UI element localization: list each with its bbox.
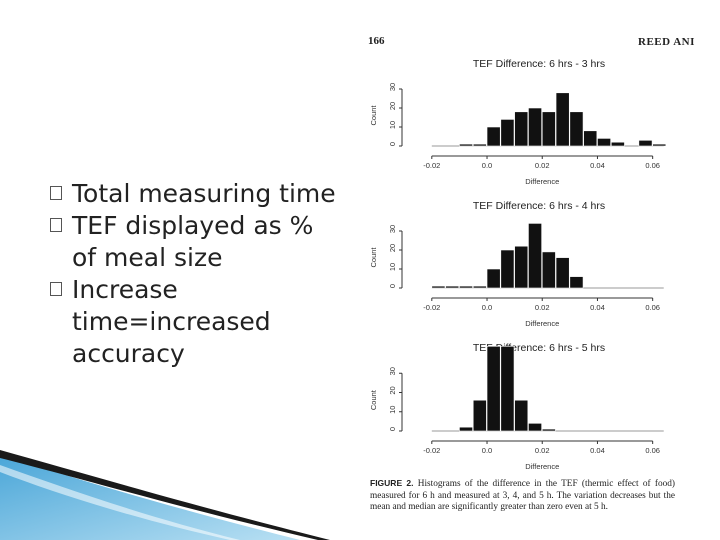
bullet-text: TEF displayed as % of meal size (72, 211, 314, 272)
paper-figure (360, 0, 720, 540)
bullet-item: TEF displayed as % of meal size (50, 210, 340, 274)
bullet-item: Total measuring time (50, 178, 340, 210)
decorative-swoosh (0, 450, 330, 540)
bullet-box-icon (50, 218, 62, 232)
running-head: REED ANI (638, 36, 695, 48)
bullet-list: Total measuring time TEF displayed as % … (50, 178, 340, 370)
caption-label: FIGURE 2. (370, 478, 414, 488)
caption-text: Histograms of the difference in the TEF … (370, 479, 676, 512)
bullet-text: Increase time=increased accuracy (72, 275, 271, 368)
bullet-box-icon (50, 186, 62, 200)
bullet-item: Increase time=increased accuracy (50, 274, 340, 370)
bullet-text: Total measuring time (72, 179, 336, 208)
figure-caption: FIGURE 2. Histograms of the difference i… (370, 478, 675, 514)
page-number: 166 (368, 35, 385, 47)
bullet-box-icon (50, 282, 62, 296)
